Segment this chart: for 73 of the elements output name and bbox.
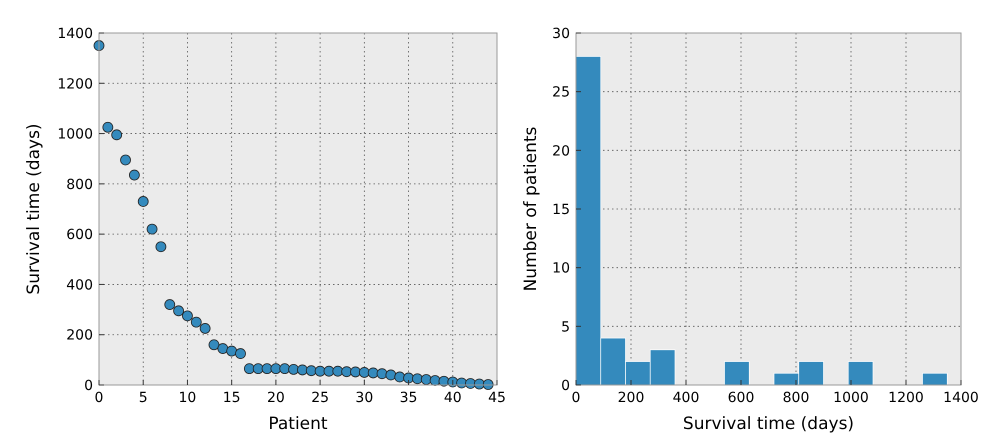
x-tick-label: 1000 [833, 390, 869, 406]
point [394, 372, 406, 382]
x-tick-label: 20 [266, 390, 285, 406]
point [111, 129, 122, 140]
point [164, 299, 176, 310]
y-tick-label: 400 [66, 277, 93, 294]
point [324, 366, 334, 377]
y-tick-label: 0 [561, 378, 570, 394]
x-tick-label: 600 [728, 390, 754, 406]
point [368, 368, 379, 378]
point [252, 363, 264, 374]
y-tick-label: 0 [84, 378, 93, 394]
point [226, 346, 238, 356]
point [120, 154, 131, 166]
point [128, 170, 140, 180]
y-tick-label: 200 [66, 328, 93, 344]
point [297, 364, 308, 376]
point [420, 374, 432, 385]
x-tick-label: 200 [618, 390, 644, 406]
x-tick-label: 400 [672, 390, 700, 406]
point [217, 343, 228, 354]
point [102, 122, 114, 133]
y-tick-label: 15 [552, 202, 570, 218]
y-tick-label: 800 [66, 176, 93, 193]
x-tick-label: 15 [222, 390, 241, 406]
y-tick-label: 20 [552, 143, 570, 160]
x-tick-label: 1400 [943, 390, 979, 406]
x-axis-title: Patient [268, 414, 328, 434]
y-tick-label: 1000 [57, 126, 93, 143]
y-tick-label: 600 [66, 227, 93, 244]
point [341, 366, 352, 378]
point [244, 363, 255, 374]
x-tick-label: 30 [355, 390, 374, 406]
point [412, 373, 423, 384]
x-tick-label: 1200 [888, 390, 924, 406]
x-tick-label: 5 [138, 390, 148, 406]
point [385, 370, 396, 380]
x-tick-label: 10 [178, 390, 196, 406]
point [262, 363, 272, 374]
x-tick-label: 45 [488, 390, 506, 406]
point [279, 363, 290, 374]
y-axis-title: Survival time (days) [24, 123, 44, 295]
point [306, 365, 317, 376]
x-tick-label: 40 [444, 390, 462, 406]
x-tick-label: 0 [572, 390, 580, 406]
point [332, 366, 344, 377]
point [376, 368, 388, 380]
y-tick-label: 1400 [57, 26, 93, 42]
y-tick-label: 1200 [57, 76, 93, 92]
point [173, 305, 184, 316]
y-tick-label: 30 [552, 26, 570, 42]
point [156, 241, 166, 252]
point [235, 348, 246, 359]
point [358, 367, 370, 378]
point [138, 196, 149, 207]
point [200, 323, 211, 334]
point [208, 339, 220, 350]
x-axis-title: Survival time (days) [682, 414, 854, 434]
x-tick-label: 25 [311, 390, 330, 406]
point [146, 224, 158, 235]
y-tick-label: 5 [561, 319, 570, 336]
point [288, 364, 299, 375]
y-tick-label: 10 [552, 260, 570, 277]
y-axis-title: Number of patients [521, 126, 541, 292]
x-tick-label: 800 [782, 390, 810, 406]
x-tick-label: 35 [400, 390, 418, 406]
point [350, 366, 361, 378]
point [314, 366, 326, 377]
y-tick-label: 25 [552, 84, 570, 101]
point [190, 316, 202, 328]
point [182, 310, 193, 322]
x-tick-label: 0 [94, 390, 104, 406]
point [270, 363, 282, 374]
